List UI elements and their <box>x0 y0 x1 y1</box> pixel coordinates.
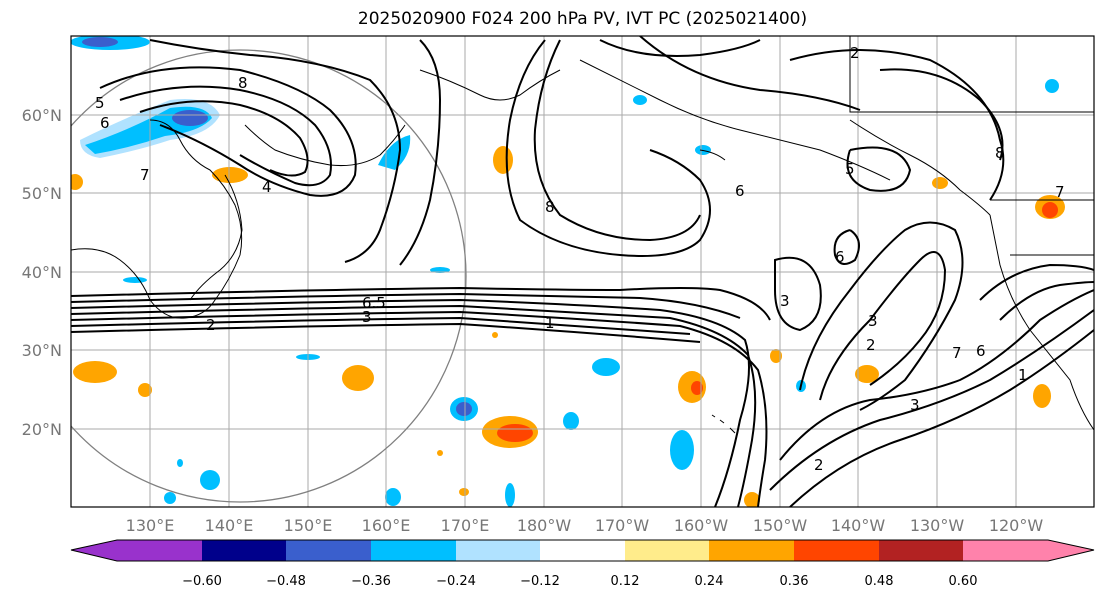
colorbar-tick: 0.48 <box>865 574 894 589</box>
colorbar-outline <box>70 539 1095 562</box>
contour-label: 5 <box>845 160 855 178</box>
colorbar-tick: −0.24 <box>436 574 476 589</box>
contour-label: 1 <box>545 314 555 332</box>
pv-contours <box>71 36 1094 507</box>
contour-label: 7 <box>140 166 150 184</box>
contour-label: 6 <box>100 114 110 132</box>
lon-label: 120°W <box>989 516 1044 535</box>
lat-label: 30°N <box>22 341 62 360</box>
contour-label: 7 <box>1055 183 1065 201</box>
contour-label: 8 <box>995 144 1005 162</box>
colorbar-tick: 0.24 <box>695 574 724 589</box>
lat-label: 60°N <box>22 106 62 125</box>
ivt-shading <box>71 36 1065 507</box>
colorbar-swatch <box>625 540 709 561</box>
radius-circle <box>71 49 467 503</box>
colorbar-swatch <box>202 540 286 561</box>
lon-label: 170°W <box>595 516 650 535</box>
contour-label: 3 <box>910 396 920 414</box>
contour-label: 3 <box>780 292 790 310</box>
colorbar-tick: −0.60 <box>182 574 222 589</box>
contour-label: 6 <box>976 342 986 360</box>
colorbar-swatch <box>963 540 1048 561</box>
colorbar-swatch <box>456 540 540 561</box>
lon-label: 150°W <box>753 516 808 535</box>
lat-label: 50°N <box>22 184 62 203</box>
colorbar-ticks: −0.60 −0.48 −0.36 −0.24 −0.12 0.12 0.24 … <box>182 574 977 589</box>
lon-label: 140°E <box>205 516 254 535</box>
colorbar-extend-low <box>71 540 117 561</box>
lat-label: 20°N <box>22 420 62 439</box>
colorbar-tick: −0.12 <box>520 574 560 589</box>
contour-label: 6.5 <box>362 294 386 312</box>
colorbar-tick: −0.48 <box>266 574 306 589</box>
contour-labels: 8 7 6 5 4 3 2 1 6.5 8 6 5 3 3 2 7 6 1 8 … <box>95 44 1065 474</box>
lon-label: 180°W <box>517 516 572 535</box>
map-frame <box>70 35 1095 508</box>
lat-labels: 60°N 50°N 40°N 30°N 20°N <box>22 106 62 439</box>
graticule <box>71 36 1094 507</box>
colorbar-tick: 0.36 <box>780 574 809 589</box>
colorbar-swatch <box>540 540 625 561</box>
lon-labels: 130°E 140°E 150°E 160°E 170°E 180°W 170°… <box>126 516 1044 535</box>
lon-label: 170°E <box>441 516 490 535</box>
colorbar-tick: 0.60 <box>949 574 978 589</box>
contour-label: 2 <box>206 316 216 334</box>
contour-label: 3 <box>868 312 878 330</box>
lat-label: 40°N <box>22 263 62 282</box>
colorbar-swatch <box>117 540 202 561</box>
lon-label: 130°E <box>126 516 175 535</box>
colorbar-swatch <box>709 540 794 561</box>
lon-label: 130°W <box>910 516 965 535</box>
colorbar-tick: −0.36 <box>351 574 391 589</box>
colorbar-swatch <box>879 540 963 561</box>
contour-label: 4 <box>262 178 272 196</box>
colorbar-tick: 0.12 <box>611 574 640 589</box>
lon-label: 150°E <box>284 516 333 535</box>
colorbar-swatch <box>286 540 371 561</box>
lon-label: 140°W <box>831 516 886 535</box>
contour-label: 3 <box>362 308 372 326</box>
contour-label: 2 <box>814 456 824 474</box>
lon-label: 160°W <box>674 516 729 535</box>
map-title: 2025020900 F024 200 hPa PV, IVT PC (2025… <box>357 9 808 29</box>
lon-label: 160°E <box>362 516 411 535</box>
contour-label: 2 <box>866 336 876 354</box>
map-field: 8 7 6 5 4 3 2 1 6.5 8 6 5 3 3 2 7 6 1 8 … <box>71 36 1094 507</box>
colorbar: −0.60 −0.48 −0.36 −0.24 −0.12 0.12 0.24 … <box>70 539 1095 589</box>
colorbar-extend-high <box>1048 540 1094 561</box>
colorbar-swatch <box>371 540 456 561</box>
contour-label: 8 <box>545 198 555 216</box>
contour-label: 6 <box>735 182 745 200</box>
contour-label: 8 <box>238 74 248 92</box>
contour-label: 2 <box>850 44 860 62</box>
contour-label: 5 <box>95 94 105 112</box>
colorbar-swatch <box>794 540 879 561</box>
contour-label: 7 <box>952 344 962 362</box>
contour-label: 6 <box>835 248 845 266</box>
contour-label: 1 <box>1018 366 1028 384</box>
